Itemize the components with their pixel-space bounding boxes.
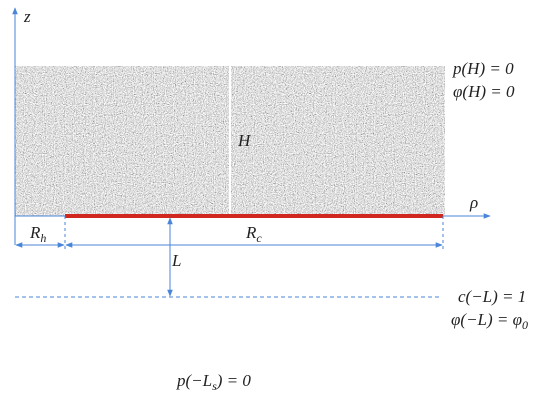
subscript: s [212,379,217,393]
subscript: c [256,231,262,245]
text: ) = 0 [216,371,252,390]
subscript: 0 [522,318,528,332]
label: Rc [245,223,262,245]
label: φ(H) = 0 [453,82,515,101]
label: c(−L) = 1 [458,287,526,306]
text: H [237,131,252,150]
text: R [245,223,257,242]
text: c(−L) = 1 [458,287,526,306]
label: H [237,131,252,150]
text: p(H) = 0 [452,59,514,78]
label: L [171,251,181,270]
text: φ(H) = 0 [453,82,515,101]
text: φ(−L) = φ [451,310,522,329]
label: p(−Ls) = 0 [176,371,251,393]
label: z [23,7,31,26]
text: L [171,251,181,270]
text: R [29,223,41,242]
label: ρ [469,193,478,212]
text: p(−L [176,371,212,390]
label: φ(−L) = φ0 [451,310,528,332]
label: p(H) = 0 [452,59,514,78]
subscript: h [40,231,46,245]
text: ρ [469,193,478,212]
text: z [23,7,31,26]
label: Rh [29,223,46,245]
